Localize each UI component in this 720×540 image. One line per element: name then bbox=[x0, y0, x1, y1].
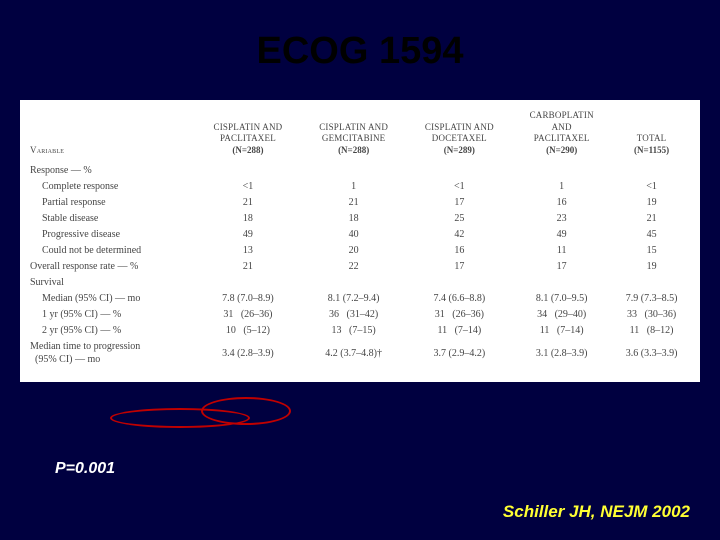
col-header-5: TOTAL(N=1155) bbox=[611, 110, 692, 163]
cell: 21 bbox=[611, 211, 692, 227]
table-row: Complete response<11<11<1 bbox=[28, 179, 692, 195]
cell: 10 (5–12) bbox=[195, 323, 301, 339]
table-row: Median (95% CI) — mo7.8 (7.0–8.9)8.1 (7.… bbox=[28, 291, 692, 307]
highlight-ellipse-1 bbox=[201, 397, 291, 425]
cell: 17 bbox=[406, 259, 512, 275]
cell: 7.9 (7.3–8.5) bbox=[611, 291, 692, 307]
citation-label: Schiller JH, NEJM 2002 bbox=[503, 502, 690, 522]
row-label: Partial response bbox=[28, 195, 195, 211]
cell: <1 bbox=[195, 179, 301, 195]
table-row: Survival bbox=[28, 275, 692, 291]
cell: 23 bbox=[512, 211, 611, 227]
cell: 18 bbox=[195, 211, 301, 227]
cell: 31 (26–36) bbox=[195, 307, 301, 323]
cell: 22 bbox=[301, 259, 407, 275]
cell: 8.1 (7.0–9.5) bbox=[512, 291, 611, 307]
cell: 19 bbox=[611, 259, 692, 275]
cell: 3.1 (2.8–3.9) bbox=[512, 339, 611, 368]
cell: 42 bbox=[406, 227, 512, 243]
table-row: 1 yr (95% CI) — %31 (26–36)36 (31–42)31 … bbox=[28, 307, 692, 323]
col-header-4: CARBOPLATINANDPACLITAXEL(N=290) bbox=[512, 110, 611, 163]
p-value-label: P=0.001 bbox=[55, 460, 115, 478]
table-row: Overall response rate — %2122171719 bbox=[28, 259, 692, 275]
cell: 19 bbox=[611, 195, 692, 211]
row-label: Could not be determined bbox=[28, 243, 195, 259]
table-row: Median time to progression (95% CI) — mo… bbox=[28, 339, 692, 368]
cell: 4.2 (3.7–4.8)† bbox=[301, 339, 407, 368]
cell: 11 bbox=[512, 243, 611, 259]
row-label: Complete response bbox=[28, 179, 195, 195]
table-row: 2 yr (95% CI) — %10 (5–12)13 (7–15)11 (7… bbox=[28, 323, 692, 339]
cell: <1 bbox=[611, 179, 692, 195]
col-header-2: CISPLATIN ANDGEMCITABINE(N=288) bbox=[301, 110, 407, 163]
cell: 13 bbox=[195, 243, 301, 259]
cell: 11 (8–12) bbox=[611, 323, 692, 339]
row-label: 2 yr (95% CI) — % bbox=[28, 323, 195, 339]
data-table-panel: VariableCISPLATIN ANDPACLITAXEL(N=288)CI… bbox=[20, 100, 700, 382]
table-row: Could not be determined1320161115 bbox=[28, 243, 692, 259]
cell: 25 bbox=[406, 211, 512, 227]
cell: 15 bbox=[611, 243, 692, 259]
row-label: Progressive disease bbox=[28, 227, 195, 243]
cell: 45 bbox=[611, 227, 692, 243]
row-label: Median (95% CI) — mo bbox=[28, 291, 195, 307]
cell: 21 bbox=[195, 259, 301, 275]
cell: 16 bbox=[512, 195, 611, 211]
cell: 3.6 (3.3–3.9) bbox=[611, 339, 692, 368]
cell: 40 bbox=[301, 227, 407, 243]
table-row: Progressive disease4940424945 bbox=[28, 227, 692, 243]
cell: 36 (31–42) bbox=[301, 307, 407, 323]
cell: 7.8 (7.0–8.9) bbox=[195, 291, 301, 307]
cell: 33 (30–36) bbox=[611, 307, 692, 323]
row-label: 1 yr (95% CI) — % bbox=[28, 307, 195, 323]
cell: 49 bbox=[512, 227, 611, 243]
row-label: Stable disease bbox=[28, 211, 195, 227]
cell: 17 bbox=[512, 259, 611, 275]
cell: 1 bbox=[512, 179, 611, 195]
results-table: VariableCISPLATIN ANDPACLITAXEL(N=288)CI… bbox=[28, 110, 692, 368]
col-header-1: CISPLATIN ANDPACLITAXEL(N=288) bbox=[195, 110, 301, 163]
row-label: Median time to progression (95% CI) — mo bbox=[28, 339, 195, 368]
cell: 3.7 (2.9–4.2) bbox=[406, 339, 512, 368]
table-row: Response — % bbox=[28, 163, 692, 179]
table-row: Partial response2121171619 bbox=[28, 195, 692, 211]
cell: 11 (7–14) bbox=[512, 323, 611, 339]
cell: 31 (26–36) bbox=[406, 307, 512, 323]
cell: <1 bbox=[406, 179, 512, 195]
row-label: Survival bbox=[28, 275, 195, 291]
cell: 7.4 (6.6–8.8) bbox=[406, 291, 512, 307]
cell: 13 (7–15) bbox=[301, 323, 407, 339]
row-label: Overall response rate — % bbox=[28, 259, 195, 275]
cell: 17 bbox=[406, 195, 512, 211]
col-header-3: CISPLATIN ANDDOCETAXEL(N=289) bbox=[406, 110, 512, 163]
cell: 20 bbox=[301, 243, 407, 259]
cell: 11 (7–14) bbox=[406, 323, 512, 339]
cell: 34 (29–40) bbox=[512, 307, 611, 323]
cell: 3.4 (2.8–3.9) bbox=[195, 339, 301, 368]
cell: 21 bbox=[195, 195, 301, 211]
cell: 8.1 (7.2–9.4) bbox=[301, 291, 407, 307]
slide-title: ECOG 1594 bbox=[0, 30, 720, 73]
table-row: Stable disease1818252321 bbox=[28, 211, 692, 227]
cell: 21 bbox=[301, 195, 407, 211]
cell: 1 bbox=[301, 179, 407, 195]
col-header-0: Variable bbox=[28, 110, 195, 163]
row-label: Response — % bbox=[28, 163, 195, 179]
highlight-ellipse-2 bbox=[110, 408, 250, 428]
cell: 16 bbox=[406, 243, 512, 259]
cell: 18 bbox=[301, 211, 407, 227]
cell: 49 bbox=[195, 227, 301, 243]
